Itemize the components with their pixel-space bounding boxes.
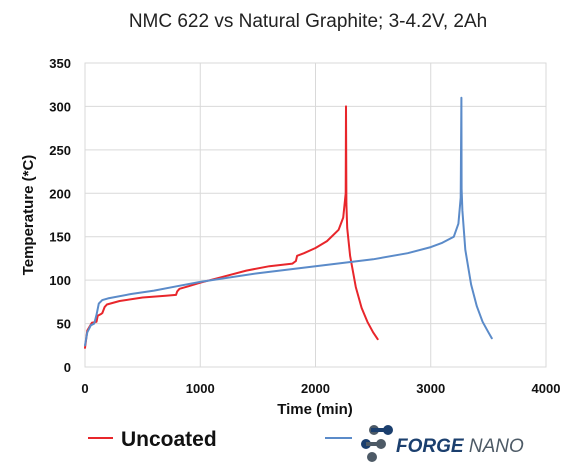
y-axis-label: Temperature (*C)	[20, 155, 37, 276]
series-line-coated	[84, 96, 493, 347]
x-axis-label: Time (min)	[277, 401, 353, 418]
chart-title: NMC 622 vs Natural Graphite; 3-4.2V, 2Ah	[129, 11, 487, 32]
legend-label-uncoated: Uncoated	[121, 428, 217, 451]
x-tick-label: 1000	[186, 381, 215, 396]
y-tick-label: 0	[64, 360, 71, 375]
series-line-uncoated	[84, 105, 379, 349]
y-tick-label: 150	[49, 230, 71, 245]
logo-icon	[361, 425, 393, 462]
forge-nano-logo: FORGE NANO	[361, 425, 524, 462]
y-tick-label: 300	[49, 99, 71, 114]
series	[84, 96, 493, 349]
tick-labels: 0 50 100 150 200 250 300 350 0 1000 2000 3000 4000	[49, 56, 560, 396]
y-tick-label: 250	[49, 143, 71, 158]
x-tick-label: 4000	[532, 381, 561, 396]
legend: Uncoated	[88, 428, 352, 451]
y-tick-label: 350	[49, 56, 71, 71]
x-tick-label: 3000	[416, 381, 445, 396]
logo-word-nano: NANO	[464, 436, 524, 457]
x-tick-label: 2000	[301, 381, 330, 396]
x-tick-label: 0	[81, 381, 88, 396]
y-tick-label: 200	[49, 186, 71, 201]
grid	[84, 62, 547, 368]
logo-word-forge: FORGE	[396, 436, 465, 457]
y-tick-label: 50	[57, 317, 71, 332]
plot-area	[84, 62, 547, 368]
logo-wordmark: FORGE NANO	[396, 436, 524, 457]
y-tick-label: 100	[49, 273, 71, 288]
